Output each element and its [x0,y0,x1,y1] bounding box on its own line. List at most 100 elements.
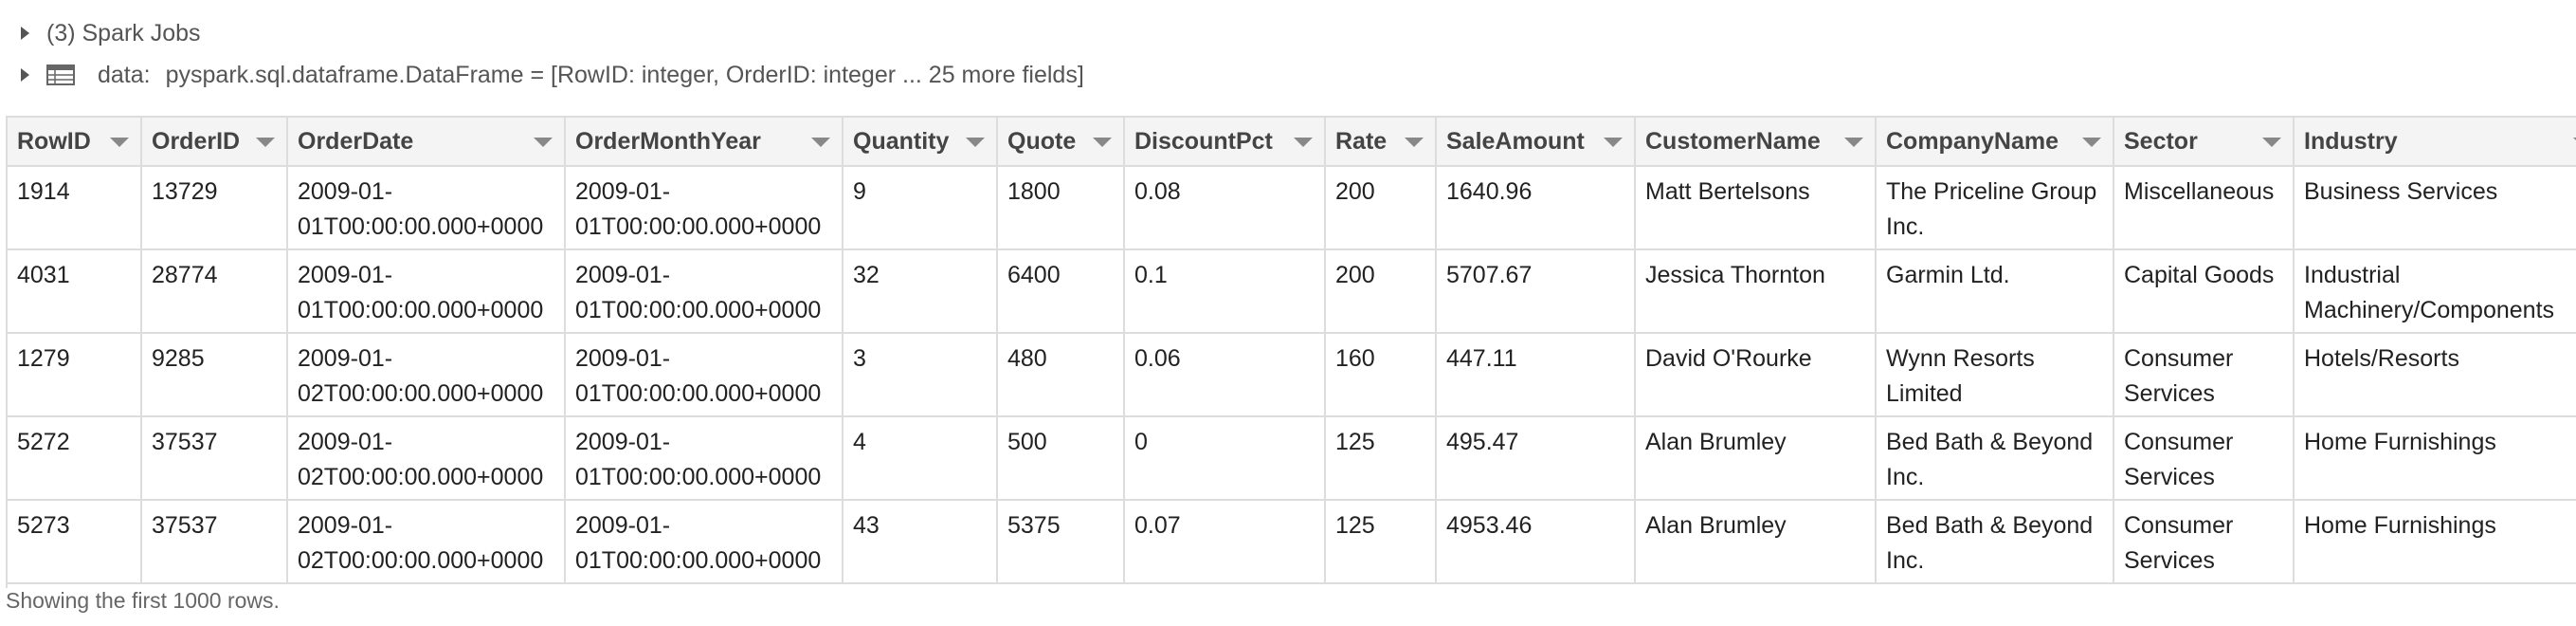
table-cell: Industrial Machinery/Components [2294,249,2576,334]
table-body: 1914 13729 2009-01-01T00:00:00.000+0000 200… [8,166,2576,584]
table-cell: Alan Brumley [1635,416,1877,501]
column-header-orderid[interactable]: OrderID [141,118,288,167]
table-cell: 447.11 [1436,333,1636,417]
table-cell: 2009-01-01T00:00:00.000+0000 [565,166,844,250]
table-cell: David O'Rourke [1635,333,1877,417]
column-header-discountpct[interactable]: DiscountPct [1124,118,1326,167]
table-cell: 1800 [997,166,1125,250]
column-header-industry[interactable]: Industry [2294,118,2576,167]
table-cell: 495.47 [1436,416,1636,501]
spark-jobs-toggle[interactable]: (3) Spark Jobs [17,17,201,49]
table-cell: Business Services [2294,166,2576,250]
table-cell: Bed Bath & Beyond Inc. [1876,416,2114,501]
sort-dropdown-icon[interactable] [1093,138,1112,147]
table-cell: 3 [843,333,998,417]
table-cell: 125 [1325,416,1437,501]
table-cell: 0.06 [1124,333,1326,417]
sort-dropdown-icon[interactable] [966,138,985,147]
table-cell: 125 [1325,500,1437,584]
table-cell: 2009-01-01T00:00:00.000+0000 [565,333,844,417]
column-header-ordermonthyear[interactable]: OrderMonthYear [565,118,844,167]
table-cell: 6400 [997,249,1125,334]
table-row: 5273 37537 2009-01-02T00:00:00.000+0000 200… [8,500,2576,584]
spark-jobs-label: (3) Spark Jobs [46,19,201,46]
table-cell: 0.07 [1124,500,1326,584]
table-cell: Matt Bertelsons [1635,166,1877,250]
column-header-label: Sector [2124,127,2198,155]
sort-dropdown-icon[interactable] [1294,138,1313,147]
table-cell: 13729 [141,166,288,250]
table-cell: 2009-01-01T00:00:00.000+0000 [565,249,844,334]
table-cell: 0.1 [1124,249,1326,334]
table-row: 5272 37537 2009-01-02T00:00:00.000+0000 200… [8,416,2576,501]
column-header-quantity[interactable]: Quantity [843,118,998,167]
table-cell: 9 [843,166,998,250]
dataframe-schema-toggle[interactable]: data: pyspark.sql.dataframe.DataFrame = … [17,59,1084,91]
column-header-label: Quote [1007,127,1077,155]
table-cell: Jessica Thornton [1635,249,1877,334]
table-cell: 2009-01-02T00:00:00.000+0000 [287,416,566,501]
column-header-sector[interactable]: Sector [2113,118,2295,167]
sort-dropdown-icon[interactable] [2082,138,2101,147]
table-cell: 2009-01-02T00:00:00.000+0000 [287,500,566,584]
dataframe-variable-label: data: [98,61,151,88]
sort-dropdown-icon[interactable] [534,138,553,147]
column-header-rowid[interactable]: RowID [8,118,142,167]
table-icon [46,64,75,85]
table-cell: 1279 [8,333,142,417]
row-count-note: Showing the first 1000 rows. [6,588,280,613]
table-cell: 200 [1325,249,1437,334]
table-cell: Garmin Ltd. [1876,249,2114,334]
table-cell: 480 [997,333,1125,417]
table-row: 1279 9285 2009-01-02T00:00:00.000+0000 2009… [8,333,2576,417]
table-cell: 0 [1124,416,1326,501]
column-header-label: Industry [2304,127,2398,155]
column-header-label: Quantity [853,127,950,155]
expand-triangle-icon[interactable] [21,27,29,40]
column-header-label: RowID [17,127,91,155]
table-cell: 28774 [141,249,288,334]
column-header-label: DiscountPct [1134,127,1273,155]
column-header-customername[interactable]: CustomerName [1635,118,1877,167]
column-header-companyname[interactable]: CompanyName [1876,118,2114,167]
table-row: 1914 13729 2009-01-01T00:00:00.000+0000 200… [8,166,2576,250]
table-cell: 5272 [8,416,142,501]
table-cell: Consumer Services [2113,333,2295,417]
column-header-label: SaleAmount [1446,127,1585,155]
table-cell: Bed Bath & Beyond Inc. [1876,500,2114,584]
table-cell: Consumer Services [2113,416,2295,501]
column-header-saleamount[interactable]: SaleAmount [1436,118,1636,167]
sort-dropdown-icon[interactable] [2573,138,2576,147]
column-header-rate[interactable]: Rate [1325,118,1437,167]
expand-triangle-icon[interactable] [21,68,29,82]
column-header-label: CustomerName [1645,127,1821,155]
table-cell: 2009-01-01T00:00:00.000+0000 [287,166,566,250]
column-header-label: Rate [1335,127,1388,155]
column-header-orderdate[interactable]: OrderDate [287,118,566,167]
result-table-container[interactable]: RowID OrderID OrderDate OrderMonthYear Quant… [6,116,2576,588]
table-cell: Hotels/Resorts [2294,333,2576,417]
sort-dropdown-icon[interactable] [2262,138,2281,147]
table-cell: 2009-01-02T00:00:00.000+0000 [287,333,566,417]
table-cell: 500 [997,416,1125,501]
result-table: RowID OrderID OrderDate OrderMonthYear Quant… [8,118,2576,584]
table-row: 4031 28774 2009-01-01T00:00:00.000+0000 200… [8,249,2576,334]
table-cell: 1914 [8,166,142,250]
sort-dropdown-icon[interactable] [1604,138,1623,147]
column-header-quote[interactable]: Quote [997,118,1125,167]
table-cell: 200 [1325,166,1437,250]
table-cell: 43 [843,500,998,584]
sort-dropdown-icon[interactable] [811,138,830,147]
table-cell: 5375 [997,500,1125,584]
table-cell: Home Furnishings [2294,416,2576,501]
sort-dropdown-icon[interactable] [110,138,129,147]
sort-dropdown-icon[interactable] [256,138,275,147]
dataframe-schema-text: pyspark.sql.dataframe.DataFrame = [RowID… [165,61,1084,88]
table-cell: 1640.96 [1436,166,1636,250]
table-cell: Wynn Resorts Limited [1876,333,2114,417]
sort-dropdown-icon[interactable] [1844,138,1863,147]
sort-dropdown-icon[interactable] [1405,138,1424,147]
column-header-label: CompanyName [1886,127,2059,155]
table-cell: Capital Goods [2113,249,2295,334]
column-header-label: OrderDate [298,127,414,155]
